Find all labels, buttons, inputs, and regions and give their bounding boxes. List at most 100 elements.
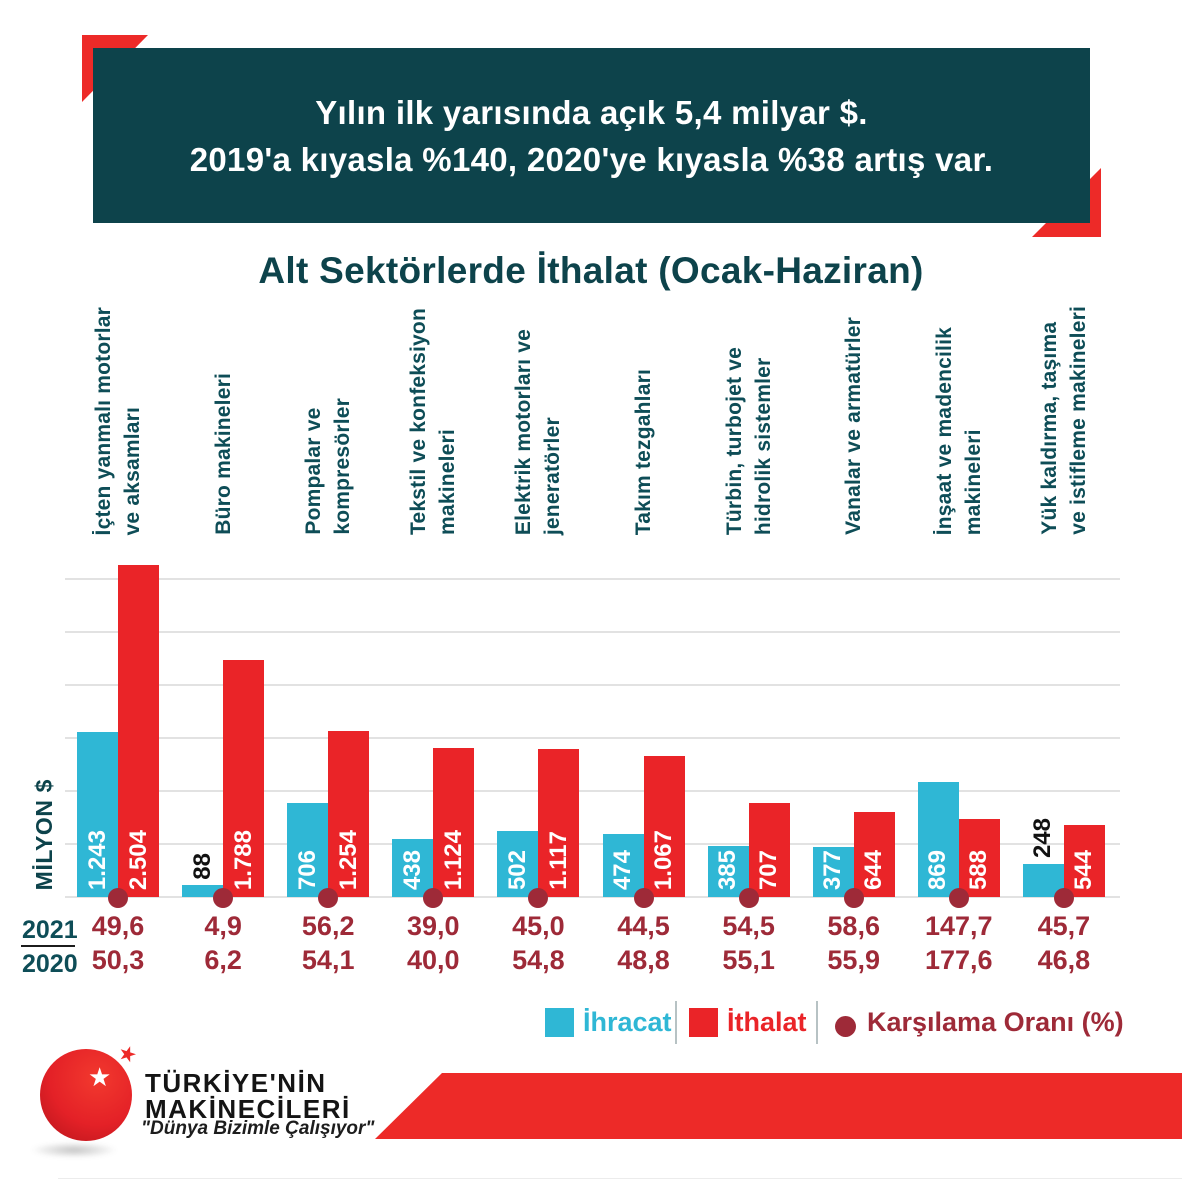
ratio-2020-value: 6,2 (204, 945, 242, 975)
ithalat-bar: 544 (1063, 824, 1105, 897)
row-header-2021: 2021 (22, 916, 78, 944)
ratio-2021-value: 4,9 (204, 911, 242, 941)
ratio-2021-value: 58,6 (827, 911, 880, 941)
category-label: Pompalar ve kompresörler (302, 398, 355, 535)
logo-tagline: "Dünya Bizimle Çalışıyor" (141, 1118, 375, 1139)
gridline (65, 578, 1120, 580)
gridline (65, 843, 1120, 845)
legend-swatch-ithalat (689, 1008, 718, 1037)
chart-title: Alt Sektörlerde İthalat (Ocak-Haziran) (258, 250, 924, 291)
ratio-2021-value: 45,0 (512, 911, 565, 941)
ratio-2021-value: 49,6 (91, 911, 145, 941)
karsilama-orani-dot (843, 888, 864, 908)
ihracat-bar: 377 (812, 847, 854, 897)
ratio-2021-value: 56,2 (301, 911, 355, 941)
ratio-2020-value: 54,1 (301, 945, 355, 975)
ihracat-value-label: 1.243 (83, 829, 111, 890)
karsilama-orani-dot (213, 888, 234, 908)
ihracat-value-label: 377 (819, 849, 847, 890)
ihracat-value-label: 248 (1029, 818, 1057, 859)
ithalat-bar: 1.788 (223, 660, 265, 897)
ihracat-value-label: 869 (924, 849, 952, 890)
category-label: Takım tezgahları (632, 368, 655, 535)
row-header-2020: 2020 (22, 950, 78, 978)
ihracat-bar: 1.243 (77, 732, 118, 897)
karsilama-orani-dot (423, 888, 444, 908)
ratio-2021-value: 147,7 (925, 911, 993, 941)
headline-banner: Yılın ilk yarısında açık 5,4 milyar $. 2… (93, 48, 1090, 223)
category-label: Büro makineleri (211, 373, 235, 535)
legend-separator (675, 1001, 677, 1044)
category-label: İnşaat ve madencilik makineleri (932, 326, 985, 535)
karsilama-orani-dot (948, 888, 969, 908)
ithalat-bar: 707 (748, 803, 790, 897)
karsilama-orani-dot (528, 888, 549, 908)
logo-small-star-icon: ★ (114, 1040, 140, 1069)
legend-dot-karsilama-orani (835, 1016, 856, 1037)
ratio-2020-value: 55,1 (722, 945, 775, 975)
ratio-2021-value: 44,5 (617, 911, 670, 941)
ithalat-value-label: 644 (860, 849, 888, 890)
ithalat-bar: 1.117 (538, 749, 580, 897)
ihracat-bar: 88 (182, 853, 224, 897)
logo-shadow (30, 1142, 118, 1158)
ithalat-value-label: 588 (965, 849, 993, 890)
logo-star-icon: ★ (88, 1062, 112, 1092)
headline-line-2: 2019'a kıyasla %140, 2020'ye kıyasla %38… (189, 140, 994, 178)
ithalat-value-label: 1.254 (334, 829, 362, 890)
gridline (65, 684, 1120, 686)
ithalat-value-label: 1.117 (544, 831, 572, 890)
ratio-2021-value: 45,7 (1037, 911, 1091, 941)
ithalat-bar: 1.067 (643, 755, 685, 897)
logo-text-line-2: MAKİNECİLERİ (145, 1094, 351, 1124)
karsilama-orani-dot (633, 888, 654, 908)
category-label: Vanalar ve armatürler (842, 317, 866, 535)
ratio-2020-value: 50,3 (91, 945, 145, 975)
karsilama-orani-dot (1053, 888, 1074, 908)
ithalat-value-label: 1.788 (229, 829, 257, 890)
ithalat-bar: 2.504 (118, 565, 159, 897)
ithalat-value-label: 1.067 (650, 829, 677, 890)
karsilama-orani-dot (738, 888, 759, 908)
category-label: İçten yanmalı motorlar ve aksamları (92, 306, 144, 535)
ihracat-value-label: 88 (188, 852, 216, 880)
category-label: Tekstil ve konfeksiyon makineleri (407, 308, 460, 535)
ithalat-bar: 588 (958, 819, 1000, 897)
category-label: Türbin, turbojet ve hidrolik sistemler (722, 346, 775, 535)
headline-line-1: Yılın ilk yarısında açık 5,4 milyar $. (315, 93, 868, 131)
ithalat-value-label: 2.504 (124, 829, 152, 890)
ratio-2020-value: 40,0 (407, 945, 460, 975)
ratio-2020-value: 177,6 (925, 945, 993, 975)
ihracat-value-label: 474 (609, 849, 636, 890)
category-label: Elektrik motorları ve jeneratörler (512, 328, 565, 535)
legend-label-ihracat: İhracat (583, 1007, 672, 1037)
logo-red-circle (40, 1049, 132, 1141)
bottom-red-band (375, 1073, 1182, 1139)
ratio-2021-value: 54,5 (722, 911, 775, 941)
ihracat-bar: 474 (602, 834, 644, 897)
ihracat-value-label: 438 (398, 849, 426, 890)
ratio-2020-value: 48,8 (617, 945, 670, 975)
ratio-2020-value: 46,8 (1037, 945, 1091, 975)
ihracat-value-label: 385 (714, 849, 742, 890)
gridline (65, 631, 1120, 633)
karsilama-orani-dot (108, 888, 128, 908)
legend-label-karsilama-orani: Karşılama Oranı (%) (867, 1007, 1124, 1037)
ratio-2020-value: 55,9 (827, 945, 880, 975)
ihracat-value-label: 706 (293, 849, 321, 890)
ratio-2021-value: 39,0 (407, 911, 460, 941)
logo-text-line-1: TÜRKİYE'NİN (145, 1068, 327, 1098)
row-header-divider (21, 945, 75, 947)
ithalat-bar: 1.254 (328, 730, 370, 897)
ihracat-bar: 502 (497, 830, 539, 897)
ithalat-bar: 1.124 (433, 748, 475, 897)
ithalat-value-label: 1.124 (439, 829, 467, 890)
ratio-2020-value: 54,8 (512, 945, 565, 975)
ithalat-value-label: 544 (1070, 849, 1098, 890)
x-axis-baseline (65, 896, 1120, 898)
ihracat-bar: 385 (707, 846, 749, 897)
ihracat-bar: 438 (392, 838, 434, 897)
karsilama-orani-dot (318, 888, 339, 908)
gridline (65, 737, 1120, 739)
